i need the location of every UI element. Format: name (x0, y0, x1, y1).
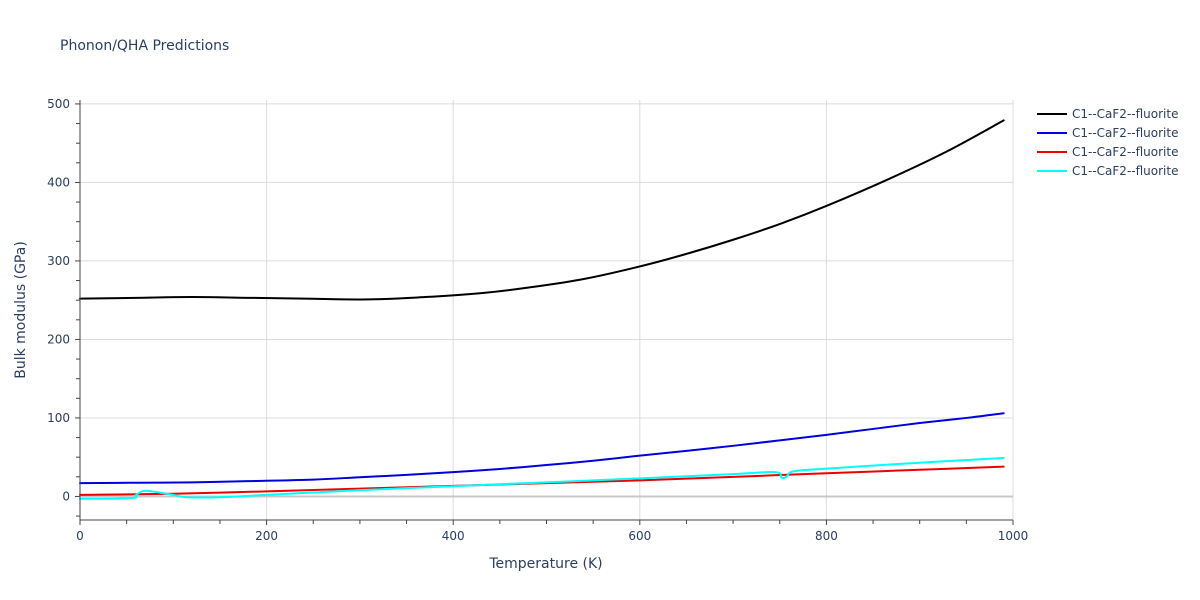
legend-item-4[interactable]: C1--CaF2--fluorite (1037, 164, 1178, 178)
legend-label: C1--CaF2--fluorite (1072, 164, 1178, 178)
legend-item-2[interactable]: C1--CaF2--fluorite (1037, 126, 1178, 140)
x-tick-label: 1000 (998, 529, 1029, 543)
series-line-1 (79, 119, 1005, 301)
x-tick-label: 800 (815, 529, 838, 543)
series-line-3 (79, 465, 1005, 496)
legend-label: C1--CaF2--fluorite (1072, 107, 1178, 121)
series-line-4 (79, 456, 1005, 500)
grid (80, 100, 1014, 520)
y-tick-label: 500 (47, 97, 70, 111)
y-axis-title: Bulk modulus (GPa) (13, 241, 29, 379)
x-tick-label: 400 (442, 529, 465, 543)
y-tick-label: 0 (62, 489, 70, 503)
x-tick-label: 200 (255, 529, 278, 543)
x-tick-label: 0 (76, 529, 84, 543)
y-tick-label: 100 (47, 411, 70, 425)
chart-title: Phonon/QHA Predictions (60, 38, 229, 54)
y-tick-label: 400 (47, 175, 70, 189)
axes: 0 200 400 600 800 1000 0 100 200 300 400 500 (47, 97, 1028, 543)
x-tick-label: 600 (628, 529, 651, 543)
legend-label: C1--CaF2--fluorite (1072, 145, 1178, 159)
series-lines (79, 119, 1005, 500)
legend-label: C1--CaF2--fluorite (1072, 126, 1178, 140)
x-axis-title: Temperature (K) (488, 556, 602, 572)
legend-item-3[interactable]: C1--CaF2--fluorite (1037, 145, 1178, 159)
y-tick-label: 200 (47, 332, 70, 346)
series-line-2 (79, 412, 1005, 485)
y-tick-label: 300 (47, 254, 70, 268)
legend-item-1[interactable]: C1--CaF2--fluorite (1037, 107, 1178, 121)
legend[interactable]: C1--CaF2--fluorite C1--CaF2--fluorite C1--… (1037, 107, 1178, 178)
